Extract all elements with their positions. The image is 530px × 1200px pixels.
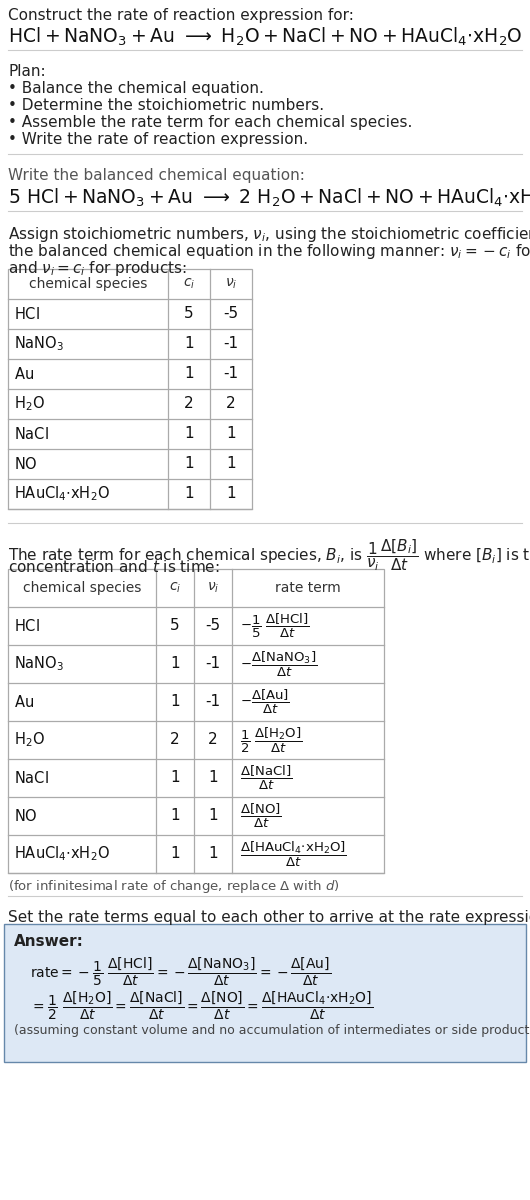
Text: $\dfrac{1}{2}\ \dfrac{\Delta[\mathrm{H_2O}]}{\Delta t}$: $\dfrac{1}{2}\ \dfrac{\Delta[\mathrm{H_2… (240, 725, 303, 755)
Text: $\nu_i$: $\nu_i$ (225, 277, 237, 292)
Text: 1: 1 (226, 426, 236, 442)
Text: 1: 1 (184, 486, 194, 502)
Text: 2: 2 (208, 732, 218, 748)
Text: chemical species: chemical species (23, 581, 141, 595)
Text: 1: 1 (170, 846, 180, 862)
Text: 1: 1 (170, 770, 180, 786)
Text: $\mathrm{HAuCl_4{\cdot}xH_2O}$: $\mathrm{HAuCl_4{\cdot}xH_2O}$ (14, 485, 110, 503)
Text: concentration and $t$ is time:: concentration and $t$ is time: (8, 559, 220, 575)
Text: 1: 1 (226, 456, 236, 472)
Text: 1: 1 (170, 809, 180, 823)
Text: $\mathrm{NO}$: $\mathrm{NO}$ (14, 808, 38, 824)
Text: $-\dfrac{\Delta[\mathrm{Au}]}{\Delta t}$: $-\dfrac{\Delta[\mathrm{Au}]}{\Delta t}$ (240, 688, 290, 716)
Text: 1: 1 (184, 366, 194, 382)
Text: $\dfrac{\Delta[\mathrm{NO}]}{\Delta t}$: $\dfrac{\Delta[\mathrm{NO}]}{\Delta t}$ (240, 802, 282, 830)
Text: Construct the rate of reaction expression for:: Construct the rate of reaction expressio… (8, 8, 354, 23)
Text: $\mathrm{5\ HCl + NaNO_3 + Au\ \longrightarrow\ 2\ H_2O + NaCl + NO + HAuCl_4{\c: $\mathrm{5\ HCl + NaNO_3 + Au\ \longrigh… (8, 187, 530, 209)
Text: $\mathrm{H_2O}$: $\mathrm{H_2O}$ (14, 395, 45, 413)
Text: 1: 1 (184, 336, 194, 352)
Text: -1: -1 (206, 656, 220, 672)
Text: $\mathrm{NaCl}$: $\mathrm{NaCl}$ (14, 426, 49, 442)
Text: $\mathrm{HCl}$: $\mathrm{HCl}$ (14, 306, 40, 322)
Text: Set the rate terms equal to each other to arrive at the rate expression:: Set the rate terms equal to each other t… (8, 910, 530, 925)
Text: -5: -5 (206, 618, 220, 634)
Text: $\dfrac{\Delta[\mathrm{HAuCl_4{\cdot}xH_2O}]}{\Delta t}$: $\dfrac{\Delta[\mathrm{HAuCl_4{\cdot}xH_… (240, 839, 347, 869)
Text: $\mathrm{Au}$: $\mathrm{Au}$ (14, 694, 34, 710)
Text: $\dfrac{\Delta[\mathrm{NaCl}]}{\Delta t}$: $\dfrac{\Delta[\mathrm{NaCl}]}{\Delta t}… (240, 764, 293, 792)
Text: $-\dfrac{1}{5}\ \dfrac{\Delta[\mathrm{HCl}]}{\Delta t}$: $-\dfrac{1}{5}\ \dfrac{\Delta[\mathrm{HC… (240, 612, 310, 640)
Text: $c_i$: $c_i$ (183, 277, 195, 292)
Text: 1: 1 (170, 695, 180, 709)
Text: $\mathrm{Au}$: $\mathrm{Au}$ (14, 366, 34, 382)
Text: 1: 1 (208, 809, 218, 823)
Bar (8, 569, 384, 874)
Text: $\mathrm{rate} = -\dfrac{1}{5}\ \dfrac{\Delta[\mathrm{HCl}]}{\Delta t} = -\dfrac: $\mathrm{rate} = -\dfrac{1}{5}\ \dfrac{\… (30, 956, 331, 989)
FancyBboxPatch shape (4, 924, 526, 1062)
Text: 1: 1 (170, 656, 180, 672)
Text: $\mathrm{NaNO_3}$: $\mathrm{NaNO_3}$ (14, 655, 64, 673)
Text: 5: 5 (184, 306, 194, 322)
Text: Assign stoichiometric numbers, $\nu_i$, using the stoichiometric coefficients, $: Assign stoichiometric numbers, $\nu_i$, … (8, 226, 530, 244)
Text: $\nu_i$: $\nu_i$ (207, 581, 219, 595)
Text: 1: 1 (184, 456, 194, 472)
Text: $\mathrm{HCl}$: $\mathrm{HCl}$ (14, 618, 40, 634)
Text: 2: 2 (184, 396, 194, 412)
Text: and $\nu_i = c_i$ for products:: and $\nu_i = c_i$ for products: (8, 259, 187, 278)
Text: $-\dfrac{\Delta[\mathrm{NaNO_3}]}{\Delta t}$: $-\dfrac{\Delta[\mathrm{NaNO_3}]}{\Delta… (240, 649, 317, 679)
Text: $\mathrm{H_2O}$: $\mathrm{H_2O}$ (14, 731, 45, 749)
Text: Plan:: Plan: (8, 64, 46, 79)
Text: The rate term for each chemical species, $B_i$, is $\dfrac{1}{\nu_i}\dfrac{\Delt: The rate term for each chemical species,… (8, 538, 530, 572)
Text: 2: 2 (170, 732, 180, 748)
Text: • Write the rate of reaction expression.: • Write the rate of reaction expression. (8, 132, 308, 146)
Text: 1: 1 (208, 846, 218, 862)
Text: 5: 5 (170, 618, 180, 634)
Text: $\mathrm{NO}$: $\mathrm{NO}$ (14, 456, 38, 472)
Text: Answer:: Answer: (14, 934, 84, 949)
Text: -1: -1 (224, 336, 238, 352)
Text: $\mathrm{HCl + NaNO_3 + Au\ \longrightarrow\ H_2O + NaCl + NO + HAuCl_4{\cdot}xH: $\mathrm{HCl + NaNO_3 + Au\ \longrightar… (8, 26, 523, 48)
Text: (assuming constant volume and no accumulation of intermediates or side products): (assuming constant volume and no accumul… (14, 1024, 530, 1037)
Text: $\mathrm{NaCl}$: $\mathrm{NaCl}$ (14, 770, 49, 786)
Text: (for infinitesimal rate of change, replace $\Delta$ with $d$): (for infinitesimal rate of change, repla… (8, 878, 340, 895)
Text: Write the balanced chemical equation:: Write the balanced chemical equation: (8, 168, 305, 182)
Text: -5: -5 (224, 306, 238, 322)
Text: $\mathrm{HAuCl_4{\cdot}xH_2O}$: $\mathrm{HAuCl_4{\cdot}xH_2O}$ (14, 845, 110, 863)
Bar (8, 269, 252, 509)
Text: $\mathrm{NaNO_3}$: $\mathrm{NaNO_3}$ (14, 335, 64, 353)
Text: the balanced chemical equation in the following manner: $\nu_i = -c_i$ for react: the balanced chemical equation in the fo… (8, 242, 530, 260)
Text: 1: 1 (184, 426, 194, 442)
Text: 1: 1 (208, 770, 218, 786)
Text: rate term: rate term (275, 581, 341, 595)
Text: $c_i$: $c_i$ (169, 581, 181, 595)
Text: • Assemble the rate term for each chemical species.: • Assemble the rate term for each chemic… (8, 115, 412, 130)
Text: • Determine the stoichiometric numbers.: • Determine the stoichiometric numbers. (8, 98, 324, 113)
Text: -1: -1 (224, 366, 238, 382)
Text: 1: 1 (226, 486, 236, 502)
Text: $= \dfrac{1}{2}\ \dfrac{\Delta[\mathrm{H_2O}]}{\Delta t} = \dfrac{\Delta[\mathrm: $= \dfrac{1}{2}\ \dfrac{\Delta[\mathrm{H… (30, 990, 373, 1022)
Text: -1: -1 (206, 695, 220, 709)
Text: 2: 2 (226, 396, 236, 412)
Text: chemical species: chemical species (29, 277, 147, 290)
Text: • Balance the chemical equation.: • Balance the chemical equation. (8, 80, 264, 96)
